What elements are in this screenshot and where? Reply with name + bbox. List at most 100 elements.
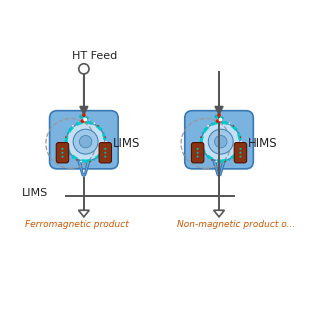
Circle shape	[236, 128, 237, 130]
FancyBboxPatch shape	[56, 142, 69, 163]
Circle shape	[80, 161, 82, 162]
Circle shape	[104, 152, 106, 154]
Circle shape	[207, 125, 209, 127]
Circle shape	[238, 149, 240, 151]
Circle shape	[200, 145, 202, 147]
Circle shape	[104, 148, 106, 150]
Polygon shape	[214, 210, 224, 217]
Circle shape	[239, 152, 242, 154]
Circle shape	[207, 156, 209, 158]
Circle shape	[93, 159, 95, 161]
Circle shape	[97, 156, 99, 158]
Circle shape	[104, 136, 106, 138]
Circle shape	[211, 159, 213, 161]
Circle shape	[73, 129, 98, 154]
Circle shape	[239, 148, 242, 150]
Circle shape	[240, 136, 241, 138]
Circle shape	[61, 148, 63, 150]
Circle shape	[200, 136, 202, 138]
Circle shape	[104, 156, 106, 158]
Circle shape	[82, 113, 86, 117]
Circle shape	[76, 123, 78, 124]
Circle shape	[61, 156, 63, 158]
Circle shape	[103, 132, 105, 134]
Circle shape	[211, 123, 213, 124]
Circle shape	[204, 153, 206, 155]
Text: LIMS: LIMS	[22, 188, 48, 198]
Text: Ferromagnetic product: Ferromagnetic product	[25, 220, 129, 229]
FancyBboxPatch shape	[185, 111, 253, 169]
Circle shape	[238, 132, 240, 134]
Circle shape	[103, 149, 105, 151]
Polygon shape	[78, 210, 89, 217]
Circle shape	[208, 129, 233, 154]
Circle shape	[219, 118, 222, 122]
Circle shape	[65, 136, 67, 138]
Circle shape	[214, 115, 218, 118]
Circle shape	[89, 161, 91, 162]
Circle shape	[66, 122, 105, 161]
Circle shape	[216, 119, 220, 123]
Circle shape	[79, 64, 89, 74]
Circle shape	[93, 123, 95, 124]
Circle shape	[104, 145, 106, 147]
Circle shape	[97, 125, 99, 127]
Circle shape	[220, 161, 222, 163]
Polygon shape	[213, 161, 225, 177]
Circle shape	[204, 128, 206, 130]
Circle shape	[100, 153, 102, 155]
FancyBboxPatch shape	[191, 142, 204, 163]
FancyBboxPatch shape	[234, 142, 247, 163]
Circle shape	[61, 152, 63, 154]
Circle shape	[236, 153, 237, 155]
Circle shape	[79, 115, 83, 118]
Circle shape	[217, 113, 221, 117]
Circle shape	[233, 125, 234, 127]
Circle shape	[215, 161, 217, 162]
Circle shape	[85, 116, 89, 120]
Circle shape	[229, 123, 230, 124]
FancyBboxPatch shape	[99, 142, 111, 163]
Circle shape	[196, 156, 199, 158]
Circle shape	[202, 149, 204, 151]
Circle shape	[196, 148, 199, 150]
Circle shape	[201, 122, 240, 161]
Circle shape	[240, 145, 241, 147]
Circle shape	[200, 141, 201, 142]
Circle shape	[100, 128, 102, 130]
FancyBboxPatch shape	[50, 111, 118, 169]
Circle shape	[85, 161, 86, 163]
Text: HIMS: HIMS	[248, 137, 277, 150]
Text: HT Feed: HT Feed	[72, 51, 117, 61]
Circle shape	[202, 132, 204, 134]
Circle shape	[224, 121, 226, 123]
Circle shape	[65, 141, 66, 142]
Circle shape	[196, 152, 199, 154]
Circle shape	[220, 121, 222, 122]
Circle shape	[65, 145, 67, 147]
Circle shape	[72, 156, 74, 158]
Text: LIMS: LIMS	[113, 137, 140, 150]
Circle shape	[81, 119, 84, 123]
Circle shape	[224, 161, 226, 162]
Circle shape	[239, 156, 242, 158]
Circle shape	[215, 121, 217, 123]
Circle shape	[89, 121, 91, 123]
Circle shape	[67, 132, 68, 134]
Circle shape	[214, 135, 227, 148]
Circle shape	[69, 153, 71, 155]
Circle shape	[233, 156, 234, 158]
Circle shape	[85, 121, 86, 122]
Circle shape	[229, 159, 230, 161]
Text: Non-magnetic product o...: Non-magnetic product o...	[177, 220, 295, 229]
Circle shape	[69, 128, 71, 130]
Circle shape	[67, 149, 68, 151]
Circle shape	[83, 118, 87, 122]
Circle shape	[220, 116, 224, 120]
Circle shape	[72, 125, 74, 127]
Circle shape	[240, 141, 242, 142]
Polygon shape	[78, 161, 90, 177]
Circle shape	[105, 141, 107, 142]
Circle shape	[80, 121, 82, 123]
Circle shape	[76, 159, 78, 161]
